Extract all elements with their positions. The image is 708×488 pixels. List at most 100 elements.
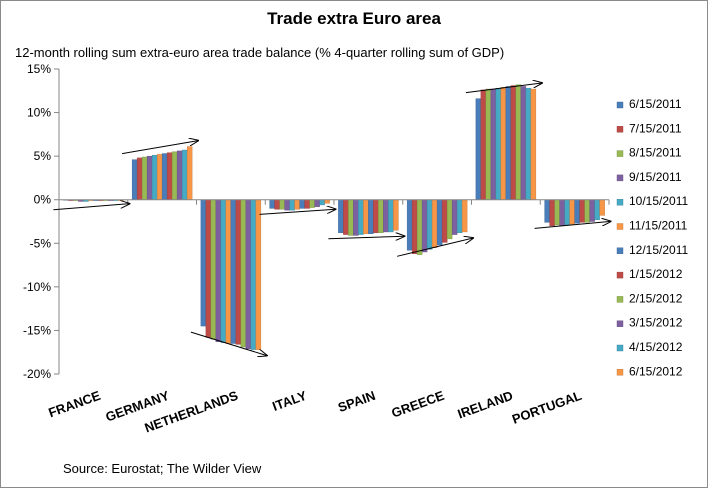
bar-spain-1 [338,199,344,234]
bar-spain-9 [378,199,384,234]
bar-italy-5 [289,199,295,211]
bar-portugal-12 [599,199,605,216]
bar-germany-10 [176,150,183,200]
x-label-france: FRANCE [46,388,102,421]
legend-swatch [616,126,624,133]
bar-portugal-3 [554,199,560,226]
y-tick-label: 0% [34,193,52,207]
bar-ireland-6 [500,87,507,200]
bar-spain-11 [388,199,394,233]
legend-swatch [616,247,624,255]
bar-germany-3 [141,156,148,200]
legend-label: 1/15/2012 [629,267,683,281]
bar-germany-8 [166,152,173,200]
y-tick-label: -10% [23,280,51,294]
legend-swatch [616,296,624,303]
bar-germany-7 [161,153,168,200]
bar-greece-8 [441,199,448,243]
chart-subtitle: 12-month rolling sum extra-euro area tra… [15,45,505,60]
bar-netherlands-8 [235,199,242,345]
trend-arrow-netherlands [190,331,267,356]
y-tick-label: -5% [30,236,52,250]
legend-swatch [616,101,624,109]
y-tick-label: -15% [23,323,51,337]
legend-label: 11/15/2011 [629,219,688,233]
legend-label: 2/15/2012 [629,291,683,305]
bar-netherlands-2 [205,199,212,338]
bar-italy-12 [324,199,330,204]
legend-swatch [616,320,624,327]
bar-netherlands-6 [225,199,232,344]
bar-greece-4 [421,199,428,253]
y-tick-label: 5% [34,149,52,163]
bar-netherlands-12 [255,199,262,350]
trend-arrow-spain [328,236,404,239]
bar-ireland-5 [495,87,502,200]
bar-portugal-7 [574,199,580,224]
bar-germany-1 [131,159,138,200]
trend-arrow-greece [396,238,473,257]
bar-italy-8 [304,199,310,209]
legend-swatch [616,174,624,182]
legend-label: 8/15/2011 [629,146,682,160]
bar-netherlands-10 [245,199,252,349]
legend-swatch [616,150,624,157]
bar-spain-2 [343,199,349,235]
bar-germany-12 [186,146,193,200]
bar-greece-1 [406,199,413,251]
legend-label: 7/15/2011 [629,121,682,135]
bar-germany-6 [156,154,163,200]
bar-italy-4 [284,199,290,211]
bar-ireland-11 [525,87,532,200]
bar-germany-11 [181,149,188,200]
bar-greece-12 [461,199,468,233]
bar-spain-3 [348,199,354,236]
bar-italy-3 [279,199,285,210]
trend-arrow-portugal [534,221,611,229]
bar-portugal-6 [569,199,575,225]
bar-spain-5 [358,199,364,235]
bar-italy-6 [294,199,300,210]
bar-greece-7 [436,199,443,246]
bar-ireland-4 [490,88,497,200]
bar-greece-9 [446,199,453,240]
bar-greece-11 [456,199,463,234]
bar-italy-1 [269,199,275,209]
y-tick-label: 15% [27,62,51,76]
bar-greece-6 [431,199,438,248]
bar-ireland-1 [475,98,482,200]
bar-portugal-5 [564,199,570,226]
chart-source: Source: Eurostat; The Wilder View [63,461,262,476]
bar-germany-4 [146,155,153,200]
legend-swatch [616,198,624,206]
legend-label: 4/15/2012 [629,340,683,354]
bar-ireland-12 [530,88,537,200]
x-label-greece: GREECE [389,388,446,421]
bar-portugal-1 [544,199,550,223]
bar-netherlands-7 [230,199,237,344]
bar-ireland-7 [505,86,512,200]
trend-arrow-france [53,204,129,211]
bar-ireland-2 [480,89,487,200]
legend-label: 12/15/2011 [629,243,688,257]
bar-greece-10 [451,199,458,235]
bar-netherlands-11 [250,199,257,350]
y-tick-label: 10% [27,106,51,120]
bar-portugal-9 [584,199,590,223]
bar-netherlands-9 [240,199,247,348]
bar-spain-8 [373,199,379,234]
bar-italy-11 [319,199,325,206]
bar-germany-9 [171,151,178,200]
legend-label: 9/15/2011 [629,170,682,184]
bar-portugal-10 [589,199,595,222]
bar-netherlands-1 [200,199,207,327]
legend-label: 3/15/2012 [629,316,683,330]
chart-title: Trade extra Euro area [267,9,441,28]
legend-label: 10/15/2011 [629,194,688,208]
bar-portugal-8 [579,199,585,223]
bar-ireland-10 [520,86,527,200]
bar-spain-4 [353,199,359,236]
bar-netherlands-5 [220,199,227,343]
